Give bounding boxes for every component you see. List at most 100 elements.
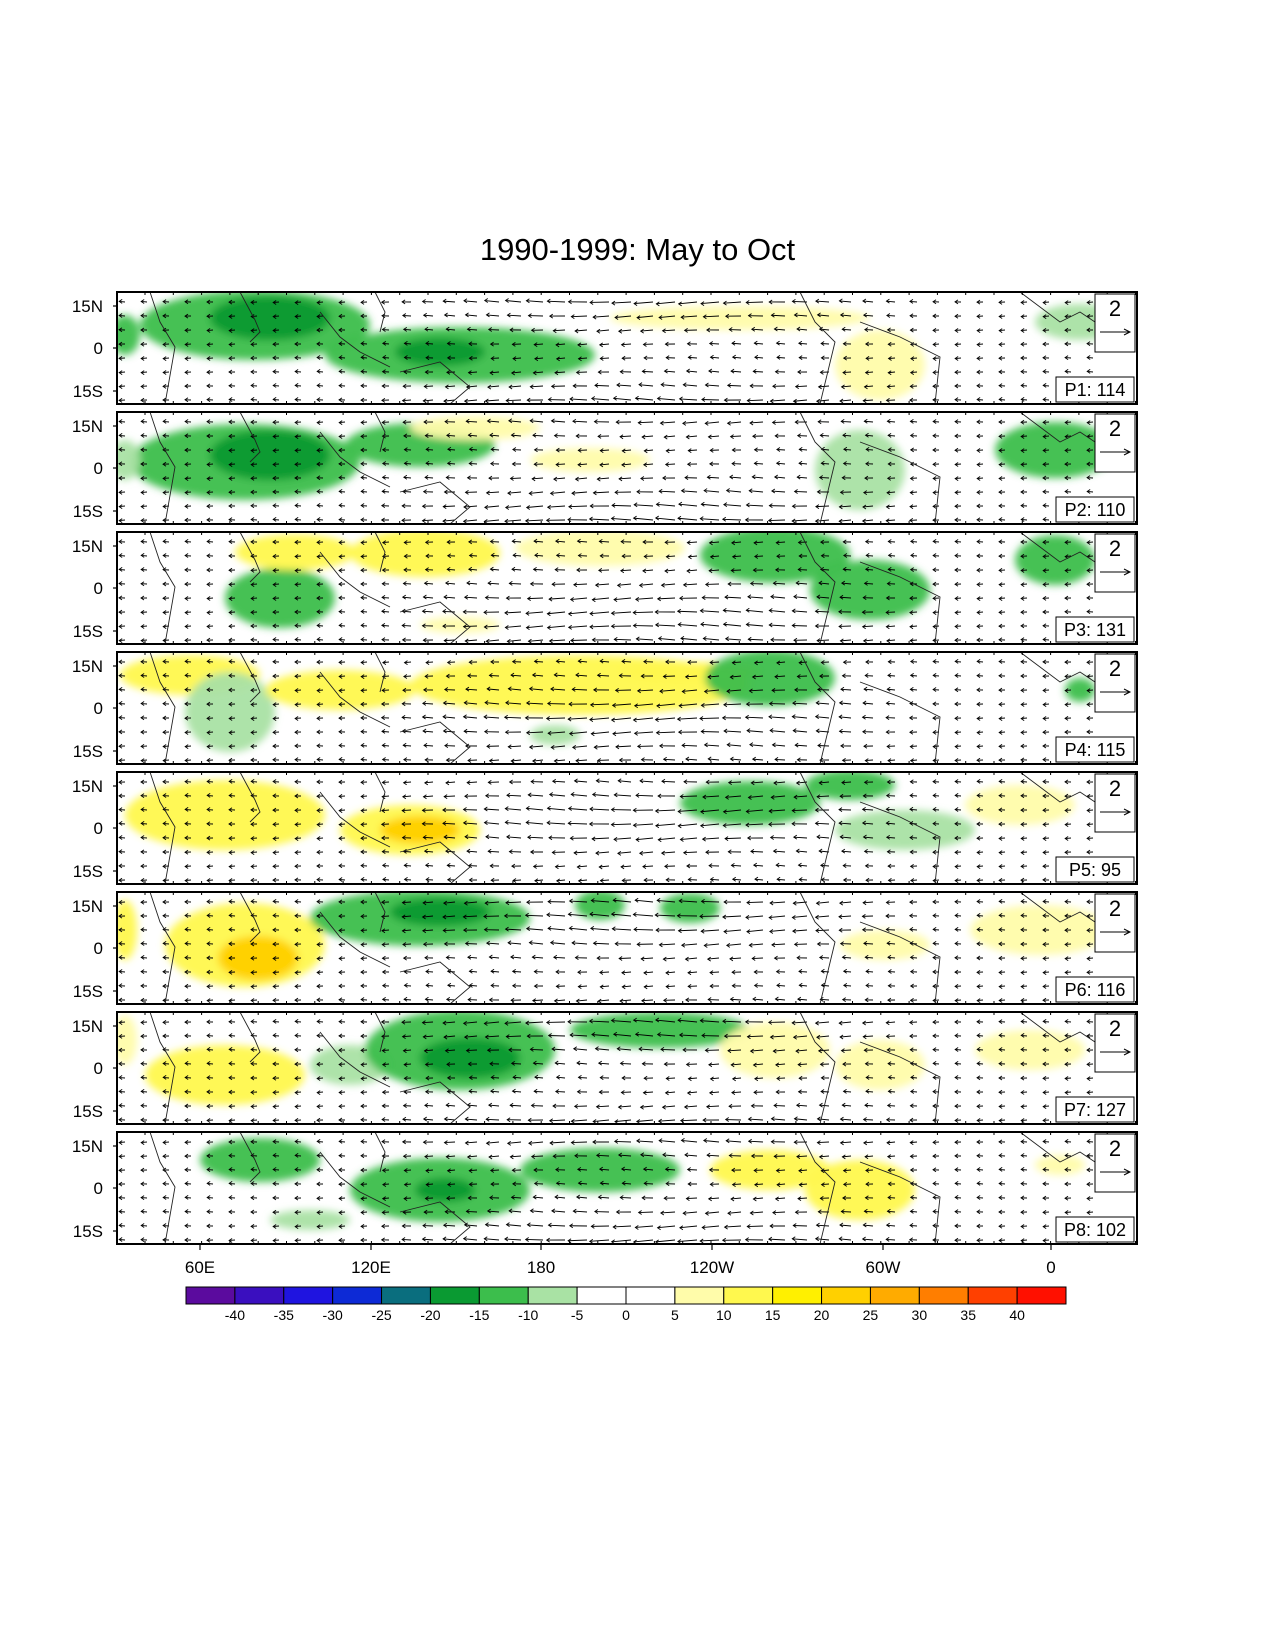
reference-vector-box: 2	[1094, 653, 1136, 713]
lon-tick-label: 180	[527, 1258, 555, 1277]
colorbar-label: 25	[863, 1307, 879, 1323]
lat-tick-label: 15S	[73, 382, 103, 401]
colorbar-label: -15	[469, 1307, 489, 1323]
lat-tick-label: 0	[94, 699, 103, 718]
colorbar-swatch	[283, 1286, 334, 1305]
panel-label-box: P6: 116	[1055, 976, 1135, 1003]
wind-vectors	[118, 418, 1094, 524]
coastlines	[149, 532, 1111, 644]
coastlines	[149, 772, 1111, 884]
wind-vectors	[118, 1138, 1094, 1244]
colorbar-swatch	[429, 1286, 480, 1305]
wind-vectors	[118, 298, 1094, 404]
reference-vector-magnitude: 2	[1109, 296, 1121, 321]
reference-vector-box: 2	[1094, 1133, 1136, 1193]
lat-tick-label: 0	[94, 819, 103, 838]
panel-label: P6: 116	[1065, 980, 1126, 1000]
panel-label: P2: 110	[1065, 500, 1126, 520]
colorbar-label: -30	[323, 1307, 343, 1323]
lat-tick-label: 15S	[73, 742, 103, 761]
lat-tick-label: 0	[94, 1059, 103, 1078]
colorbar-swatch	[381, 1286, 431, 1305]
lat-tick-label: 0	[94, 1179, 103, 1198]
lat-tick-label: 0	[94, 939, 103, 958]
colorbar-swatch	[918, 1286, 969, 1305]
colorbar-label: -25	[371, 1307, 391, 1323]
lat-tick-label: 15S	[73, 862, 103, 881]
reference-vector-magnitude: 2	[1109, 416, 1121, 441]
lat-tick-label: 15S	[73, 622, 103, 641]
colorbar-label: 40	[1009, 1307, 1025, 1323]
lat-tick-label: 15N	[72, 657, 103, 676]
panel-label: P4: 115	[1065, 740, 1126, 760]
panel-label-box: P7: 127	[1055, 1096, 1135, 1123]
panel-label-box: P8: 102	[1055, 1216, 1135, 1243]
lat-tick-label: 15N	[72, 1137, 103, 1156]
panel-6: 15N 0 15S 2 P6: 116	[72, 891, 1138, 1005]
colorbar-swatch	[185, 1286, 236, 1305]
lon-tick-label: 120E	[351, 1258, 391, 1277]
lat-tick-label: 15S	[73, 502, 103, 521]
lon-tick-label: 120W	[690, 1258, 734, 1277]
anomaly-shading	[125, 772, 1075, 855]
reference-vector-box: 2	[1094, 1013, 1136, 1073]
wind-vectors	[118, 1017, 1094, 1124]
colorbar-swatch	[478, 1286, 529, 1305]
lat-tick-label: 15N	[72, 537, 103, 556]
anomaly-shading	[117, 1012, 1085, 1105]
panel-4: 15N 0 15S 2 P4: 115	[72, 651, 1138, 765]
wind-vectors	[118, 538, 1094, 644]
lat-tick-label: 15N	[72, 417, 103, 436]
lat-tick-label: 15N	[72, 1017, 103, 1036]
lat-tick-label: 15S	[73, 1222, 103, 1241]
colorbar-swatch	[869, 1286, 920, 1305]
colorbar-label: 15	[765, 1307, 781, 1323]
reference-vector-box: 2	[1094, 413, 1136, 473]
wind-vectors	[118, 897, 1094, 1004]
reference-vector-box: 2	[1094, 293, 1136, 353]
lon-tick-label: 60W	[866, 1258, 901, 1277]
panel-label-box: P2: 110	[1055, 496, 1135, 523]
colorbar-label: 10	[716, 1307, 732, 1323]
panel-2: 15N 0 15S 2 P2: 110	[72, 411, 1138, 525]
colorbar-label: 5	[671, 1307, 679, 1323]
panel-label: P3: 131	[1064, 620, 1126, 640]
reference-vector-box: 2	[1094, 893, 1136, 953]
panel-label-box: P3: 131	[1055, 616, 1135, 643]
panel-label-box: P1: 114	[1055, 376, 1135, 403]
colorbar-label: 20	[814, 1307, 830, 1323]
reference-vector-magnitude: 2	[1109, 656, 1121, 681]
colorbar-label: -20	[420, 1307, 440, 1323]
colorbar-label: -35	[274, 1307, 294, 1323]
colorbar-label: 35	[960, 1307, 976, 1323]
colorbar-swatch	[625, 1286, 676, 1305]
lat-tick-label: 15S	[73, 1102, 103, 1121]
reference-vector-box: 2	[1094, 773, 1136, 833]
colorbar-label: 0	[622, 1307, 630, 1323]
panel-label: P1: 114	[1065, 380, 1126, 400]
lat-tick-label: 0	[94, 339, 103, 358]
lat-tick-label: 15N	[72, 777, 103, 796]
lat-tick-label: 15N	[72, 297, 103, 316]
anomaly-shading	[117, 292, 1125, 400]
colorbar-swatch	[967, 1286, 1018, 1305]
panel-5: 15N 0 15S 2 P5: 95	[72, 771, 1138, 885]
colorbar-swatch	[1016, 1286, 1067, 1305]
coastlines	[149, 292, 1111, 404]
panel-3: 15N 0 15S 2 P3: 131	[72, 531, 1138, 645]
panel-label-box: P4: 115	[1055, 736, 1135, 763]
colorbar-swatch	[234, 1286, 285, 1305]
wind-vectors	[118, 658, 1094, 764]
colorbar-label: -5	[571, 1307, 584, 1323]
colorbar-swatch	[576, 1286, 627, 1305]
panel-1: 15N 0 15S 2 P1: 114	[72, 291, 1138, 405]
figure-title: 1990-1999: May to Oct	[479, 232, 796, 267]
anomaly-shading	[120, 652, 1095, 752]
panel-7: 15N 0 15S 2 P7: 127	[72, 1011, 1138, 1125]
anomaly-shading	[117, 892, 1110, 987]
reference-vector-box: 2	[1094, 533, 1136, 593]
colorbar-swatch	[772, 1286, 823, 1305]
anomaly-shading	[225, 532, 1095, 633]
colorbar-swatch	[332, 1286, 383, 1305]
